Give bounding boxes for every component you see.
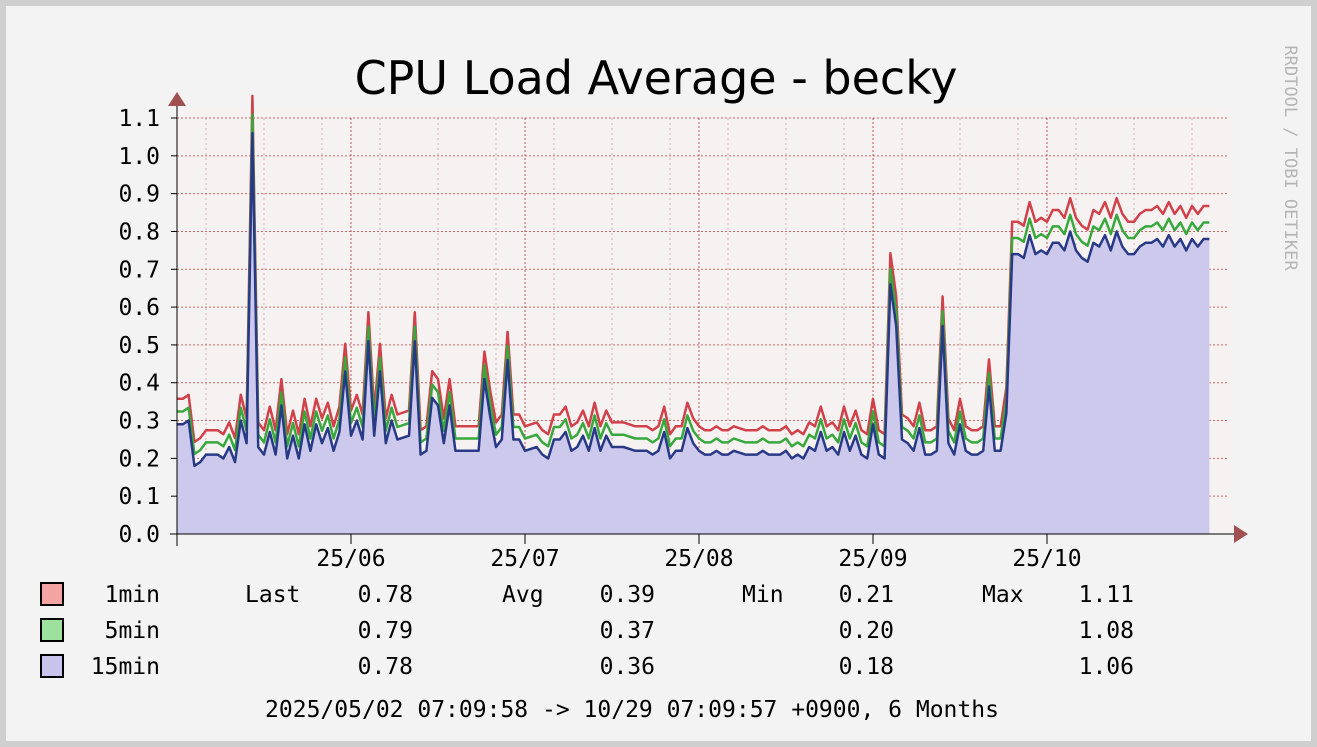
x-tick-label: 25/06 [316, 546, 385, 572]
legend-avg-value: 0.36 [600, 654, 655, 680]
legend-name: 5min [105, 618, 160, 644]
legend-min-value: 0.20 [839, 618, 894, 644]
legend-last-value: 0.78 [358, 582, 413, 608]
legend-name: 15min [91, 654, 160, 680]
y-tick-label: 0.7 [118, 257, 160, 283]
legend-last-value: 0.78 [358, 654, 413, 680]
x-axis-arrow [1234, 525, 1248, 543]
y-tick-label: 0.0 [118, 522, 160, 548]
legend-min-value: 0.21 [839, 582, 894, 608]
x-tick-label: 25/08 [664, 546, 733, 572]
chart-title: CPU Load Average - becky [355, 51, 958, 105]
y-tick-label: 0.4 [118, 371, 160, 397]
legend-last-value: 0.79 [358, 618, 413, 644]
y-tick-label: 0.5 [118, 333, 160, 359]
legend-swatch-15min [40, 654, 64, 678]
time-range-label: 2025/05/02 07:09:58 -> 10/29 07:09:57 +0… [265, 697, 999, 723]
legend-min-label: Min [742, 582, 784, 608]
legend-max-value: 1.11 [1079, 582, 1134, 608]
legend-max-label: Max [982, 582, 1024, 608]
x-tick-label: 25/10 [1012, 546, 1081, 572]
legend-avg-value: 0.39 [600, 582, 655, 608]
legend-max-value: 1.08 [1079, 618, 1134, 644]
legend-avg-value: 0.37 [600, 618, 655, 644]
load-area-fill [177, 133, 1210, 534]
x-tick-label: 25/09 [838, 546, 907, 572]
legend-min-value: 0.18 [839, 654, 894, 680]
rrdtool-watermark: RRDTOOL / TOBI OETIKER [1280, 45, 1300, 271]
legend-swatch-5min [40, 618, 64, 642]
y-tick-label: 1.0 [118, 144, 160, 170]
x-tick-label: 25/07 [490, 546, 559, 572]
y-tick-label: 1.1 [118, 106, 160, 132]
legend-avg-label: Avg [502, 582, 544, 608]
y-tick-label: 0.9 [118, 182, 160, 208]
legend-name: 1min [105, 582, 160, 608]
y-tick-label: 0.1 [118, 484, 160, 510]
y-tick-label: 0.3 [118, 409, 160, 435]
y-tick-label: 0.2 [118, 446, 160, 472]
legend-last-label: Last [245, 582, 300, 608]
y-tick-label: 0.6 [118, 295, 160, 321]
y-axis-arrow [168, 92, 186, 106]
series-line-15min [177, 131, 1210, 468]
y-tick-label: 0.8 [118, 219, 160, 245]
legend-swatch-1min [40, 582, 64, 606]
legend-max-value: 1.06 [1079, 654, 1134, 680]
